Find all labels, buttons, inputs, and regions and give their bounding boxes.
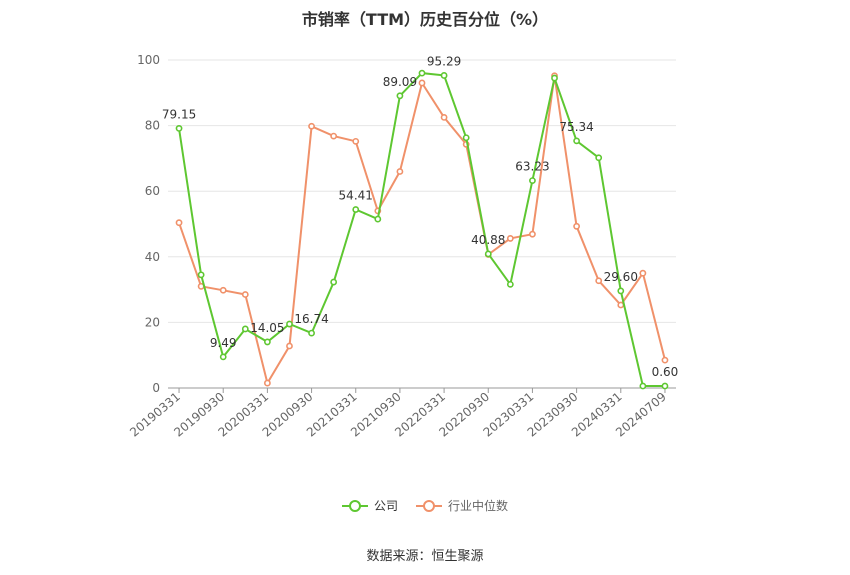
data-label-company-22: 0.60 [652, 365, 679, 379]
point-company-7 [330, 278, 338, 286]
data-label-company-18: 75.34 [559, 120, 593, 134]
point-company-14 [484, 250, 492, 258]
point-industry-median-11 [418, 79, 426, 87]
point-industry-median-4 [263, 379, 271, 387]
y-tick-label-40: 40 [145, 250, 160, 264]
y-tick-label-60: 60 [145, 184, 160, 198]
point-industry-median-22 [661, 356, 669, 364]
axes: 0204060801002019033120190930202003312020… [127, 53, 676, 440]
legend: 公司 行业中位数 [0, 497, 850, 514]
point-industry-median-19 [595, 277, 603, 285]
point-company-11 [418, 69, 426, 77]
data-label-company-0: 79.15 [162, 107, 196, 121]
point-company-4 [263, 338, 271, 346]
point-industry-median-3 [241, 291, 249, 298]
point-company-18 [573, 137, 581, 145]
point-company-21 [639, 382, 647, 390]
data-label-company-20: 29.60 [604, 270, 638, 284]
point-company-0 [175, 124, 183, 132]
data-label-company-8: 54.41 [339, 189, 373, 203]
y-tick-label-100: 100 [137, 53, 160, 67]
legend-line-marker-industry [416, 499, 442, 512]
point-company-16 [529, 177, 536, 185]
y-tick-label-0: 0 [152, 381, 160, 395]
legend-item-company[interactable]: 公司 [341, 497, 398, 514]
point-company-22 [661, 382, 669, 390]
y-tick-label-80: 80 [145, 119, 160, 133]
chart-title: 市销率（TTM）历史百分位（%） [301, 10, 549, 29]
point-company-5 [286, 320, 293, 328]
data-label-company-16: 63.23 [515, 160, 549, 174]
legend-label-company: 公司 [373, 499, 398, 513]
data-label-company-14: 40.88 [471, 233, 505, 247]
point-industry-median-10 [396, 168, 404, 175]
point-company-8 [352, 206, 360, 213]
point-industry-median-12 [440, 114, 448, 121]
point-company-6 [308, 329, 315, 337]
point-company-19 [595, 154, 603, 162]
point-industry-median-18 [573, 222, 581, 230]
data-labels: 79.15 9.49 14.05 16.74 54.41 89.09 95.29 40.88 6… [162, 54, 678, 379]
legend-item-industry-median[interactable]: 行业中位数 [416, 497, 508, 514]
legend-label-industry-median: 行业中位数 [448, 499, 509, 513]
point-company-2 [219, 353, 227, 361]
point-industry-median-5 [286, 342, 293, 350]
point-company-13 [462, 134, 470, 142]
grid-lines [168, 59, 676, 323]
point-industry-median-0 [175, 219, 183, 227]
point-industry-median-6 [308, 122, 315, 130]
point-company-10 [396, 92, 404, 100]
point-industry-median-16 [529, 230, 536, 238]
point-company-17 [551, 74, 558, 82]
data-label-company-4: 14.05 [250, 321, 284, 335]
point-company-1 [197, 271, 205, 279]
point-industry-median-2 [219, 286, 227, 294]
point-industry-median-15 [506, 235, 514, 242]
point-company-3 [241, 325, 249, 333]
data-label-company-2: 9.49 [210, 336, 237, 350]
point-company-12 [440, 72, 448, 79]
point-industry-median-8 [352, 137, 360, 145]
series-layer [175, 69, 669, 390]
data-label-company-12: 95.29 [427, 54, 461, 68]
point-industry-median-7 [330, 132, 338, 140]
point-industry-median-20 [617, 301, 625, 309]
point-company-20 [617, 287, 625, 295]
point-company-15 [506, 280, 514, 288]
data-source: 数据来源：恒生聚源 [366, 549, 484, 564]
data-label-company-10: 89.09 [383, 75, 417, 89]
point-company-9 [374, 215, 382, 223]
point-industry-median-21 [639, 269, 647, 277]
data-label-company-6: 16.74 [294, 312, 328, 326]
y-tick-label-20: 20 [145, 315, 160, 329]
legend-line-marker-company [341, 499, 368, 512]
